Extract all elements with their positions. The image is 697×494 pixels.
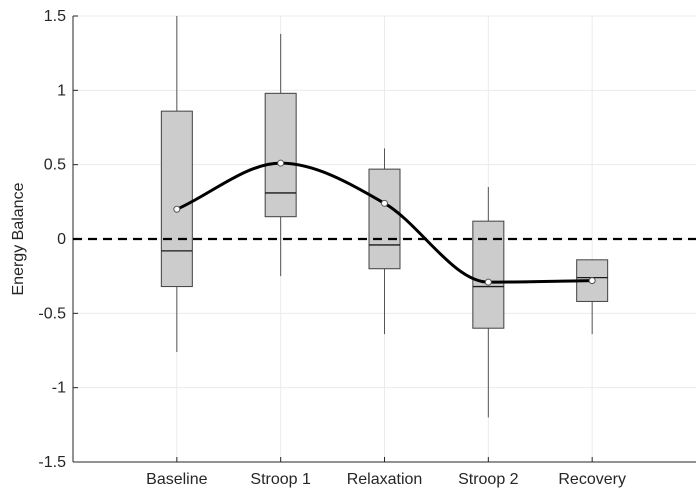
box-iqr <box>472 220 505 329</box>
x-tick-label: Relaxation <box>347 471 423 488</box>
mean-marker <box>484 278 492 286</box>
y-axis-label: Energy Balance <box>10 182 27 295</box>
box-stroop-1 <box>264 33 297 277</box>
box-relaxation <box>368 148 401 335</box>
boxes <box>160 16 609 418</box>
y-tick-label: -1 <box>52 380 66 397</box>
box-baseline <box>160 16 193 352</box>
x-tick-label: Stroop 2 <box>458 471 519 488</box>
box-iqr <box>264 92 297 218</box>
mean-marker <box>588 277 596 285</box>
box-iqr <box>368 168 401 270</box>
mean-marker <box>381 199 388 207</box>
y-tick-label: 0 <box>57 231 66 248</box>
y-tick-label: 1.5 <box>44 8 66 25</box>
labels: -1.5 -1 -0.5 0 0.5 1 1.5 Baseline Stroop 1 Relaxa… <box>38 8 626 488</box>
mean-marker <box>277 159 285 167</box>
y-tick-label: -0.5 <box>38 305 66 322</box>
box-stroop-2 <box>472 186 505 418</box>
x-tick-label: Stroop 1 <box>250 471 311 488</box>
y-tick-label: -1.5 <box>38 454 66 471</box>
mean-marker <box>173 205 181 213</box>
box-iqr <box>160 110 193 288</box>
box-recovery <box>576 259 609 335</box>
x-tick-label: Baseline <box>146 471 207 488</box>
y-tick-label: 1 <box>57 82 66 99</box>
x-tick-label: Recovery <box>558 471 626 488</box>
mean-curve-group <box>173 159 596 286</box>
y-tick-label: 0.5 <box>44 157 66 174</box>
